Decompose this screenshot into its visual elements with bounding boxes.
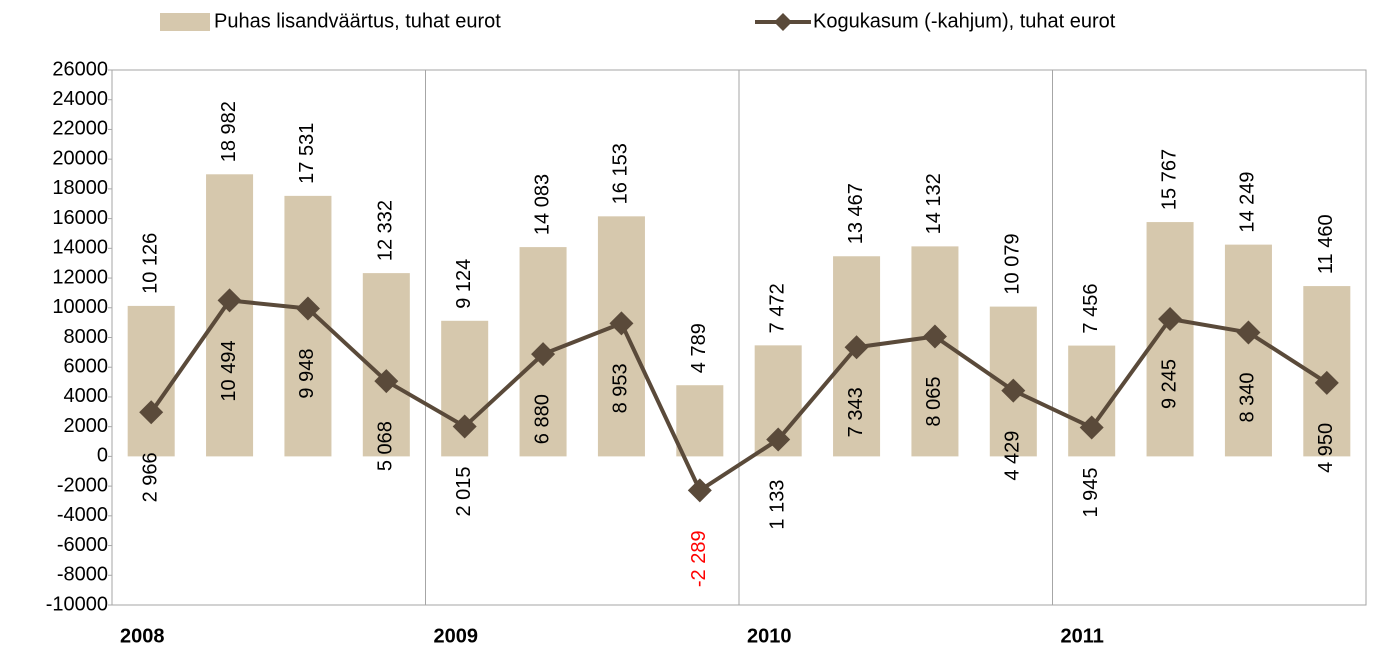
data-label: 5 068 [375, 421, 397, 471]
marker [766, 427, 791, 452]
data-label: 16 153 [610, 143, 632, 204]
legend-marker [774, 13, 792, 31]
data-label: 14 083 [531, 174, 553, 235]
data-label: 12 332 [375, 200, 397, 261]
marker [1314, 370, 1339, 395]
y-tick-label: 24000 [52, 88, 108, 110]
marker [1001, 378, 1026, 403]
legend-label: Puhas lisandväärtus, tuhat eurot [214, 10, 501, 32]
bar [127, 305, 175, 457]
data-label: 4 789 [688, 323, 710, 373]
data-label: 1 945 [1080, 467, 1102, 517]
y-tick-label: -2000 [57, 474, 108, 496]
data-label: 7 456 [1080, 284, 1102, 334]
marker [1236, 320, 1261, 345]
legend-label: Kogukasum (-kahjum), tuhat eurot [813, 10, 1116, 32]
data-label: 8 953 [610, 363, 632, 413]
data-label: 14 249 [1237, 171, 1259, 232]
data-label: 18 982 [218, 101, 240, 162]
data-label: 9 948 [296, 349, 318, 399]
bar [1068, 345, 1116, 457]
x-tick-label: 2008 [120, 625, 165, 647]
data-label: -2 289 [688, 530, 710, 587]
data-label: 15 767 [1158, 149, 1180, 210]
y-tick-label: -6000 [57, 534, 108, 556]
y-tick-label: 26000 [52, 58, 108, 80]
marker [139, 400, 164, 425]
data-label: 13 467 [845, 183, 867, 244]
marker [295, 296, 320, 321]
data-label: 8 340 [1237, 372, 1259, 422]
data-label: 10 126 [139, 233, 161, 294]
y-tick-label: 18000 [52, 177, 108, 199]
y-tick-label: 10000 [52, 296, 108, 318]
y-tick-label: 2000 [64, 415, 109, 437]
bar [597, 216, 645, 457]
bar [676, 385, 724, 457]
y-tick-label: 22000 [52, 118, 108, 140]
marker [844, 335, 869, 360]
data-label: 8 065 [923, 377, 945, 427]
legend-swatch [160, 13, 210, 31]
bar [206, 174, 254, 457]
data-label: 1 133 [766, 480, 788, 530]
data-label: 4 429 [1002, 431, 1024, 481]
data-label: 10 079 [1002, 233, 1024, 294]
marker [452, 414, 477, 439]
y-tick-label: 6000 [64, 356, 109, 378]
marker [609, 311, 634, 336]
marker [922, 324, 947, 349]
data-label: 17 531 [296, 123, 318, 184]
data-label: 4 950 [1315, 423, 1337, 473]
y-tick-label: 4000 [64, 385, 109, 407]
y-tick-label: -4000 [57, 504, 108, 526]
x-tick-label: 2011 [1061, 625, 1104, 647]
data-label: 2 966 [139, 452, 161, 502]
data-label: 7 472 [766, 283, 788, 333]
y-tick-label: 8000 [64, 326, 109, 348]
y-tick-label: 12000 [52, 266, 108, 288]
marker [1079, 415, 1104, 440]
marker [217, 288, 242, 313]
x-tick-label: 2009 [434, 625, 479, 647]
marker [531, 342, 556, 367]
y-tick-label: 14000 [52, 237, 108, 259]
x-tick-label: 2010 [747, 625, 792, 647]
bar [284, 195, 332, 457]
data-label: 2 015 [453, 466, 475, 516]
data-label: 9 245 [1158, 359, 1180, 409]
y-tick-label: -10000 [46, 593, 108, 615]
bar [1224, 244, 1272, 457]
data-label: 7 343 [845, 387, 867, 437]
bar [911, 246, 959, 457]
data-label: 10 494 [218, 340, 240, 401]
marker [374, 369, 399, 394]
data-label: 6 880 [531, 394, 553, 444]
data-label: 14 132 [923, 173, 945, 234]
data-label: 9 124 [453, 259, 475, 309]
marker [1158, 306, 1183, 331]
y-tick-label: 0 [97, 445, 108, 467]
data-label: 11 460 [1315, 214, 1337, 274]
marker [687, 478, 712, 503]
y-tick-label: 20000 [52, 147, 108, 169]
y-tick-label: -8000 [57, 564, 108, 586]
line [149, 298, 1328, 493]
y-tick-label: 16000 [52, 207, 108, 229]
